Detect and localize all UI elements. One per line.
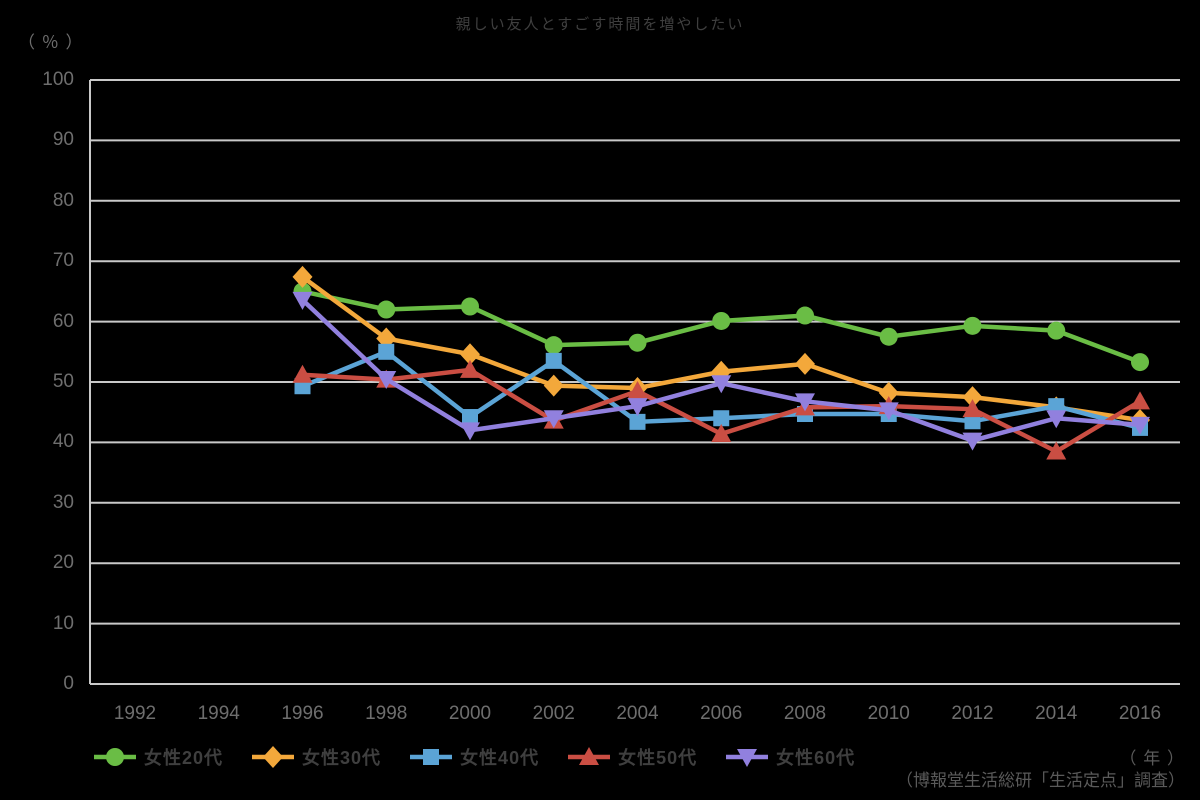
legend-label: 女性30代 [302,748,382,768]
data-point [460,359,480,378]
y-tick-label-100: 100 [42,69,74,90]
square-legend-marker-icon [410,749,453,765]
legend-item-2: 女性40代 [408,744,539,770]
data-point [292,364,313,383]
x-tick-label-2004: 2004 [616,703,659,724]
data-point [627,398,648,417]
data-point [543,410,564,429]
legend-item-4: 女性60代 [724,744,855,770]
x-tick-label-1996: 1996 [281,703,324,724]
data-point [544,336,563,355]
data-point [545,352,562,369]
chart-title: 親しい友人とすごす時間を増やしたい [455,16,745,33]
diamond-legend-marker-icon [252,746,295,768]
data-point [423,749,440,765]
y-tick-label-30: 30 [52,491,74,513]
data-point [1131,353,1149,372]
data-point [1130,391,1150,410]
y-tick-label-70: 70 [52,250,74,272]
legend-item-3: 女性50代 [566,744,697,770]
data-point [1047,321,1066,340]
legend-label: 女性60代 [776,748,856,768]
data-point [795,352,815,375]
data-point [1048,398,1065,415]
data-point [106,748,124,766]
data-point [879,327,898,346]
x-axis-unit-label: （ 年 ） [1119,749,1185,768]
legend-item-1: 女性30代 [250,744,381,770]
legend-item-0: 女性20代 [92,744,223,770]
data-point [737,749,758,767]
x-tick-label-2000: 2000 [448,703,492,724]
data-point [711,423,732,442]
y-tick-label-50: 50 [52,371,74,392]
x-tick-label-2016: 2016 [1118,703,1162,724]
data-point [628,333,647,352]
x-tick-label-2008: 2008 [783,703,827,724]
source-note: （博報堂生活総研「生活定点」調査） [896,771,1185,790]
data-point [1046,441,1067,460]
data-point [712,311,731,330]
triangle-down-legend-marker-icon [726,749,769,767]
data-point [963,316,982,335]
data-point [878,381,899,404]
data-point [962,432,983,451]
data-point [627,381,648,400]
data-point [292,291,313,310]
y-tick-label-0: 0 [63,673,74,694]
y-tick-label-40: 40 [52,431,74,453]
data-point [795,393,815,412]
y-tick-label-80: 80 [52,189,74,211]
y-tick-label-20: 20 [52,552,74,574]
data-point [292,265,313,288]
x-tick-label-1998: 1998 [365,703,408,724]
x-tick-label-2010: 2010 [867,703,910,724]
data-point [376,370,397,389]
data-point [962,386,983,409]
legend: 女性20代 女性30代 女性40代 女性50代 女性60代 [92,744,855,770]
x-tick-label-2014: 2014 [1035,703,1078,724]
data-point [377,300,396,319]
data-point [1046,410,1067,429]
x-tick-label-2006: 2006 [700,703,743,724]
x-tick-label-1994: 1994 [197,703,240,724]
data-point [378,343,395,360]
y-axis-unit-label: （ ％ ） [18,33,84,52]
data-point [460,343,480,366]
legend-label: 女性50代 [618,748,698,768]
data-point [713,410,730,427]
data-point [579,747,600,765]
legend-label: 女性20代 [144,748,224,768]
legend-label: 女性40代 [460,748,540,768]
y-tick-label-60: 60 [52,310,74,332]
data-point [796,306,814,325]
data-point [962,399,983,418]
y-tick-label-90: 90 [52,129,74,151]
data-point [1130,416,1150,435]
x-tick-label-1992: 1992 [113,703,157,724]
data-point [461,297,479,316]
y-tick-label-10: 10 [52,612,74,634]
data-point [462,409,478,426]
circle-legend-marker-icon [94,748,136,766]
triangle-up-legend-marker-icon [568,747,611,765]
data-point [629,413,646,430]
x-tick-label-2012: 2012 [951,703,994,724]
data-point [878,402,899,421]
data-point [263,746,284,768]
series-line-1 [301,275,1141,423]
x-tick-label-2002: 2002 [532,703,575,724]
data-point [460,422,480,441]
data-point [964,413,981,430]
data-point [711,375,732,394]
data-point [543,374,564,397]
